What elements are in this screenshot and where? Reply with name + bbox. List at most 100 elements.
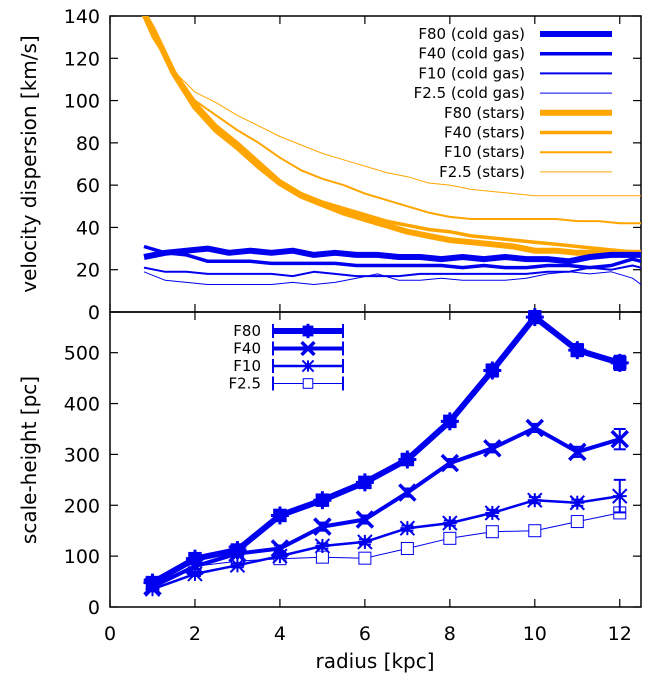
top-ytick-label: 20 [76, 260, 100, 282]
point-f2-5-box [443, 531, 457, 545]
legend-label-f80-cold-gas: F80 (cold gas) [418, 25, 525, 43]
point-f80 [143, 573, 162, 592]
point-f40 [440, 453, 460, 473]
series-line-f80 [151, 314, 621, 586]
velocity-dispersion-panel: 0 20 40 60 80 100 120 140 F80 (cold gas) F40 (co… [17, 6, 642, 324]
top-legend: F80 (cold gas) F40 (cold gas)F10 (cold ga… [414, 25, 612, 181]
legend-label-f2-5-stars: F2.5 (stars) [439, 163, 525, 181]
point-f40-d2 [398, 483, 417, 502]
point-f80 [525, 308, 544, 327]
series-line-f2-5 [152, 512, 620, 585]
point-f2-5-box [358, 551, 372, 565]
point-f40 [568, 442, 587, 462]
point-f10 [569, 495, 585, 511]
point-f40-d2 [355, 510, 375, 529]
point-f40 [525, 418, 545, 438]
point-f2-5 [400, 542, 414, 556]
bot-ytick-label: 200 [64, 495, 100, 517]
point-f40-d2 [440, 453, 460, 473]
bot-ytick-label: 400 [64, 394, 100, 416]
point-f2-5-box [528, 524, 542, 538]
legend-label-f40-stars: F40 (stars) [444, 124, 525, 142]
point-f80 [610, 353, 629, 372]
legend-marker-f80 [300, 323, 316, 339]
point-f80 [270, 506, 289, 525]
point-f40-d2 [568, 442, 587, 462]
point-f10 [612, 488, 628, 504]
legend-label-f80: F80 [233, 322, 261, 340]
point-f2-5 [570, 515, 584, 529]
series-f10-stars [143, 17, 641, 225]
legend-label-f40-cold-gas: F40 (cold gas) [418, 45, 525, 63]
xtick-label: 12 [608, 623, 632, 645]
series-f2-5-stars [143, 17, 641, 197]
point-f80 [228, 541, 247, 560]
series-f80-cold-gas [143, 245, 641, 265]
bot-ytick-label: 0 [88, 597, 100, 619]
top-series-group [141, 16, 641, 285]
point-f40-d2 [610, 429, 629, 449]
series-f10-cold-gas [143, 264, 641, 278]
point-f40 [483, 439, 502, 458]
point-f2-5 [528, 524, 542, 538]
point-f40 [270, 539, 290, 558]
point-f40-d2 [270, 539, 290, 558]
point-f10 [484, 505, 501, 521]
top-ytick-label: 100 [64, 91, 100, 113]
top-y-axis-label: velocity dispersion [km/s] [17, 35, 41, 293]
legend-label-f40: F40 [233, 340, 261, 358]
xtick-label: 8 [444, 623, 456, 645]
legend-marker-f2-5 [302, 378, 314, 389]
point-f40-d2 [483, 439, 502, 458]
legend-label-f10-stars: F10 (stars) [444, 143, 525, 161]
top-ytick-label: 40 [76, 217, 100, 239]
point-f40 [398, 483, 417, 502]
scale-height-panel: 0 100 200 300 400 500 0 2 4 6 8 10 12 F80F40F10F2.5… [17, 308, 642, 673]
point-f2-5 [358, 551, 372, 565]
point-f2-5 [443, 531, 457, 545]
point-f2-5-box [485, 525, 499, 539]
bot-ytick-label: 500 [64, 343, 100, 365]
point-f80 [483, 361, 502, 380]
top-ytick-label: 80 [76, 133, 100, 155]
legend-label-f2-5: F2.5 [229, 375, 261, 393]
xtick-label: 6 [359, 623, 371, 645]
point-f80 [355, 473, 374, 492]
xtick-label: 10 [523, 623, 547, 645]
top-ytick-label: 60 [76, 175, 100, 197]
point-f2-5-box [570, 515, 584, 529]
bottom-x-ticks: 0 2 4 6 8 10 12 [104, 312, 632, 645]
point-f80 [185, 549, 204, 568]
x-axis-label: radius [kpc] [315, 649, 434, 673]
top-y-ticks: 0 20 40 60 80 100 120 140 [64, 6, 641, 324]
xtick-label: 4 [274, 623, 286, 645]
top-ytick-label: 120 [64, 48, 100, 70]
bot-ytick-label: 100 [64, 546, 100, 568]
bottom-y-ticks: 0 100 200 300 400 500 [64, 343, 641, 619]
point-f40 [610, 429, 629, 449]
top-ytick-label: 140 [64, 6, 100, 28]
point-f40-d2 [313, 517, 332, 536]
legend-marker-f10 [301, 359, 315, 373]
legend-marker-f40-d2 [300, 340, 316, 357]
series-line-f40 [151, 426, 621, 589]
point-f40 [355, 510, 375, 529]
legend-label-f10: F10 [233, 357, 261, 375]
point-f10 [314, 538, 331, 554]
legend-label-f80-stars: F80 (stars) [444, 104, 525, 122]
top-plot-frame [109, 15, 642, 313]
legend-marker-f40 [300, 340, 316, 357]
point-f80 [440, 412, 459, 431]
bottom-y-axis-label: scale-height [pc] [17, 376, 41, 544]
point-f10 [527, 492, 543, 508]
point-f80 [313, 491, 332, 510]
point-f80 [398, 450, 417, 469]
bot-ytick-label: 300 [64, 444, 100, 466]
xtick-label: 0 [104, 623, 116, 645]
point-f2-5-box [400, 542, 414, 556]
top-x-ticks [109, 16, 621, 312]
series-f80-stars [141, 16, 641, 256]
series-f40-cold-gas [143, 244, 641, 270]
